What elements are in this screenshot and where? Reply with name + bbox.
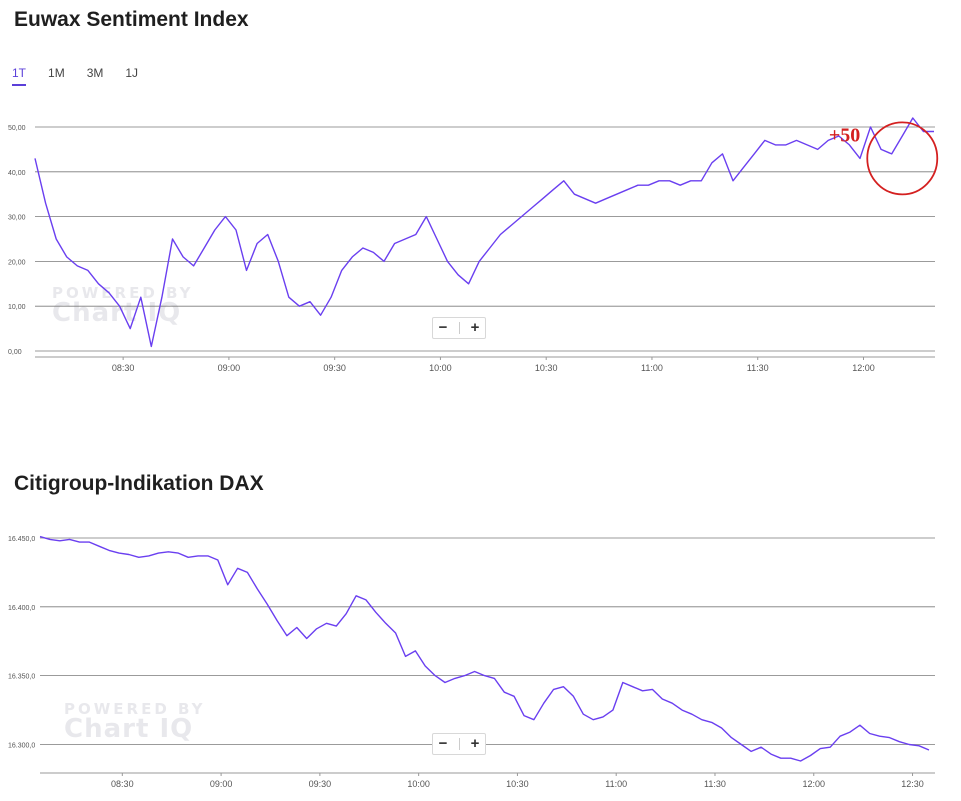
tab-1m[interactable]: 1M [48,66,65,80]
zoom-out-button[interactable]: − [438,735,448,752]
x-tick-label: 09:00 [218,363,241,373]
series-line [34,117,934,348]
y-tick-label: 16.300,0 [8,742,35,749]
x-tick-label: 10:00 [407,779,430,789]
x-tick-label: 12:00 [802,779,825,789]
tab-3m[interactable]: 3M [86,66,104,80]
tab-1j[interactable]: 1J [125,66,139,80]
zoom-in-button[interactable]: + [470,735,480,752]
series-line [39,535,930,762]
zoom-separator [458,322,460,334]
x-tick-label: 11:30 [704,779,726,789]
y-tick-label: 16.400,0 [8,605,35,612]
x-tick-label: 09:30 [309,779,332,789]
annotation-circle [866,121,939,196]
chartiq-watermark: POWERED BY Chart IQ [64,700,206,744]
x-tick-label: 08:30 [112,363,135,373]
sentiment-chart: 0,00 10,00 20,00 30,00 40,00 50,00 08:30 09:00 0… [8,117,939,373]
y-tick-label: 50,00 [8,125,26,132]
x-tick-label: 09:30 [323,363,346,373]
y-tick-label: 30,00 [8,215,26,222]
x-tick-label: 12:00 [852,363,875,373]
x-tick-label: 11:00 [641,363,663,373]
y-tick-label: 16.450,0 [8,536,35,543]
y-tick-label: 40,00 [8,170,26,177]
x-tick-label: 11:30 [747,363,769,373]
x-tick-label: 11:00 [605,779,627,789]
zoom-controls: − + [432,733,486,755]
zoom-controls: − + [432,317,486,339]
zoom-out-button[interactable]: − [438,319,448,336]
y-tick-label: 20,00 [8,259,26,266]
annotation-label: +50 [829,124,860,146]
x-tick-label: 08:30 [111,779,134,789]
chart-title-sentiment: Euwax Sentiment Index [14,8,249,31]
x-tick-label: 12:30 [901,779,924,789]
y-tick-label: 0,00 [8,349,22,356]
range-tabs: 1T 1M 3M 1J [12,64,160,86]
chart-title-dax: Citigroup-Indikation DAX [14,472,264,495]
x-tick-label: 10:30 [506,779,529,789]
x-tick-label: 10:30 [535,363,558,373]
y-tick-label: 16.350,0 [8,674,35,681]
tab-1t[interactable]: 1T [12,64,27,86]
zoom-separator [458,738,460,750]
y-tick-label: 10,00 [8,304,26,311]
x-tick-label: 10:00 [429,363,452,373]
zoom-in-button[interactable]: + [470,319,480,336]
x-tick-label: 09:00 [210,779,233,789]
